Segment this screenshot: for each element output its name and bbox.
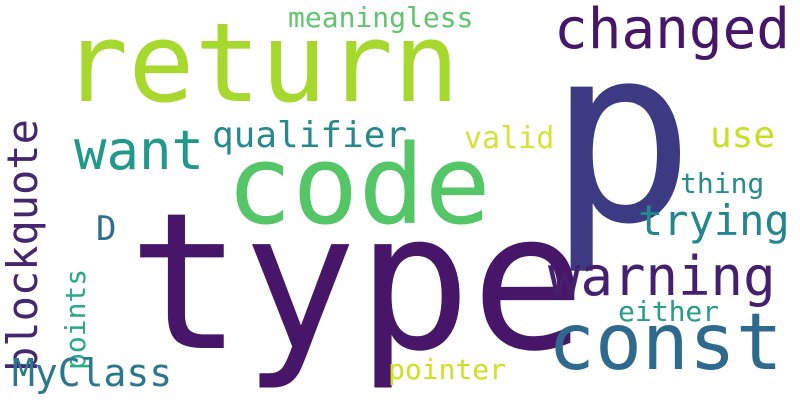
word-warning: warning	[548, 245, 776, 308]
word-valid: valid	[464, 121, 555, 156]
word-meaningless: meaningless	[288, 1, 474, 34]
word-pointer: pointer	[388, 353, 507, 386]
word-return: return	[62, 0, 460, 127]
word-const: const	[548, 298, 783, 388]
word-either: either	[618, 295, 720, 328]
word-want: want	[74, 119, 205, 182]
word-D: D	[96, 209, 117, 249]
word-MyClass: MyClass	[12, 351, 173, 395]
word-qualifier: qualifier	[212, 115, 408, 156]
word-thing: thing	[680, 167, 765, 200]
word-type: type	[128, 172, 586, 393]
word-code: code	[226, 121, 491, 249]
word-blockquote: blockquote	[0, 119, 47, 372]
word-use: use	[710, 115, 776, 156]
word-trying: trying	[638, 196, 790, 245]
word-p: p	[548, 0, 695, 278]
word-changed: changed	[554, 0, 791, 62]
